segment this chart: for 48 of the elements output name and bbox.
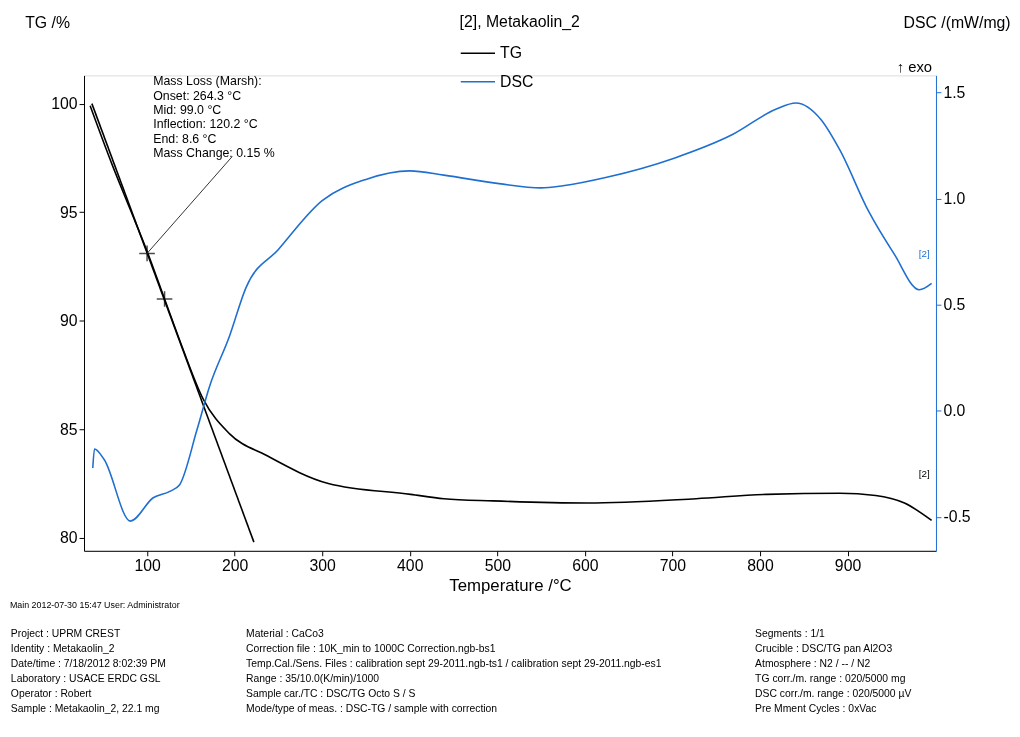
text: DSC corr./m. range : 020/5000 µV xyxy=(755,687,912,699)
x-tick-label: 800 xyxy=(747,557,774,575)
text: Mode/type of meas. : DSC-TG / sample with correction xyxy=(246,702,498,714)
text: Correction file : 10K_min to 1000C Correction.ngb-bs1 xyxy=(246,642,496,654)
y2-tick-label: -0.5 xyxy=(943,508,971,526)
x-tick-label: 300 xyxy=(309,557,337,575)
text: Main 2012-07-30 15:47 User: Administrator xyxy=(9,600,180,611)
y-tick-label: 90 xyxy=(60,312,78,330)
y-tick-label: 80 xyxy=(60,529,78,547)
text: Identity : Metakaolin_2 xyxy=(10,642,115,654)
x-tick-label: 200 xyxy=(221,557,249,575)
x-tick-label: 400 xyxy=(397,557,424,575)
text: Crucible : DSC/TG pan Al2O3 xyxy=(755,642,893,654)
y-tick-label: 95 xyxy=(60,203,78,221)
x-tick-label: 700 xyxy=(659,557,687,575)
x-tick-label: 600 xyxy=(572,557,599,575)
y2-tick-label: 0.5 xyxy=(943,296,966,314)
annotation: Mass Loss (Marsh): Onset: 264.3 °C Mid: 99.0 °C Inflection: 120.2 °C End: 8.6 °C Mass Change: 0.15 % xyxy=(153,74,275,160)
text: Date/time : 7/18/2012 8:02:39 PM xyxy=(10,657,166,669)
x-tick-label: 100 xyxy=(134,557,161,575)
legend-label: TG xyxy=(500,44,523,62)
x-axis-title: Temperature /°C xyxy=(449,575,572,595)
text: Operator : Robert xyxy=(10,687,92,699)
text: Pre Mment Cycles : 0xVac xyxy=(755,702,877,714)
text: Laboratory : USACE ERDC GSL xyxy=(10,672,161,684)
x-tick-label: 500 xyxy=(484,557,512,575)
annotation: [2] xyxy=(918,248,930,260)
text: Segments : 1/1 xyxy=(755,627,826,639)
y-axis-title: TG /% xyxy=(25,14,70,32)
y-tick-label: 100 xyxy=(51,95,78,113)
text: Temp.Cal./Sens. Files : calibration sept 29-2011.ngb-ts1 / calibration sept 29-2011.ngb-es1 xyxy=(246,657,662,669)
annotation: [2] xyxy=(918,467,930,479)
y2-tick-label: 0.0 xyxy=(943,402,966,420)
text: Project : UPRM CREST xyxy=(10,627,121,639)
text: ↑ exo xyxy=(896,59,933,76)
y-tick-label: 85 xyxy=(60,420,78,438)
text: Material : CaCo3 xyxy=(246,627,325,639)
y2-tick-label: 1.0 xyxy=(943,189,966,207)
text: TG corr./m. range : 020/5000 mg xyxy=(755,672,906,684)
y2-axis-title: DSC /(mW/mg) xyxy=(903,14,1011,32)
y2-tick-label: 1.5 xyxy=(943,83,966,101)
text: Sample : Metakaolin_2, 22.1 mg xyxy=(10,702,160,714)
text: Sample car./TC : DSC/TG Octo S / S xyxy=(246,687,416,699)
text: Range : 35/10.0(K/min)/1000 xyxy=(246,672,380,684)
x-tick-label: 900 xyxy=(834,557,862,575)
legend-label: DSC xyxy=(500,72,534,90)
legend-title: [2], Metakaolin_2 xyxy=(459,12,580,31)
text: Atmosphere : N2 / -- / N2 xyxy=(755,657,871,669)
